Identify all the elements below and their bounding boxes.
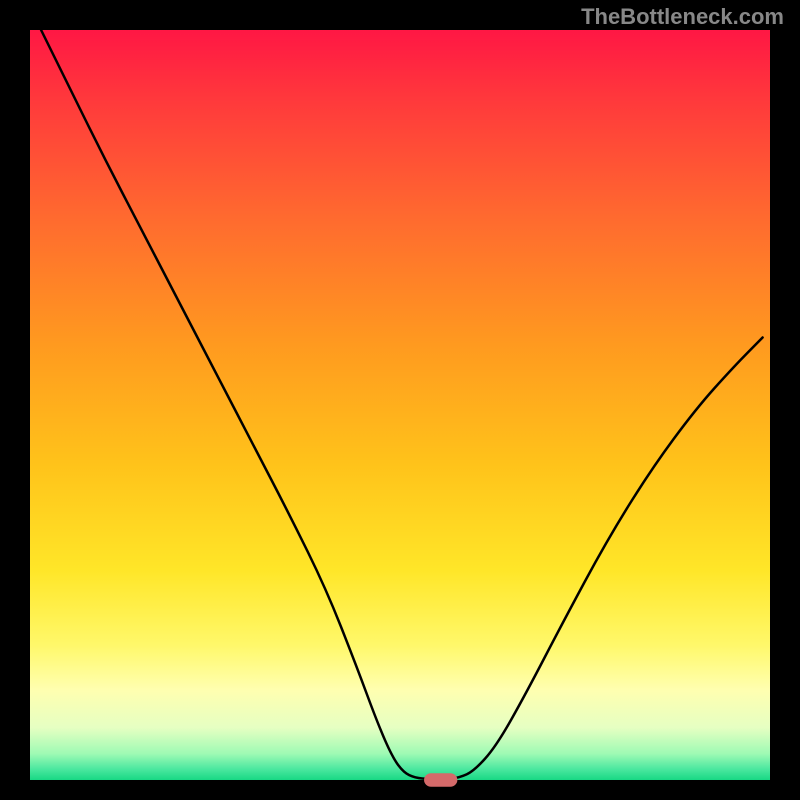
plot-background	[30, 30, 770, 780]
bottleneck-chart	[0, 0, 800, 800]
sweet-spot-marker	[424, 773, 457, 787]
